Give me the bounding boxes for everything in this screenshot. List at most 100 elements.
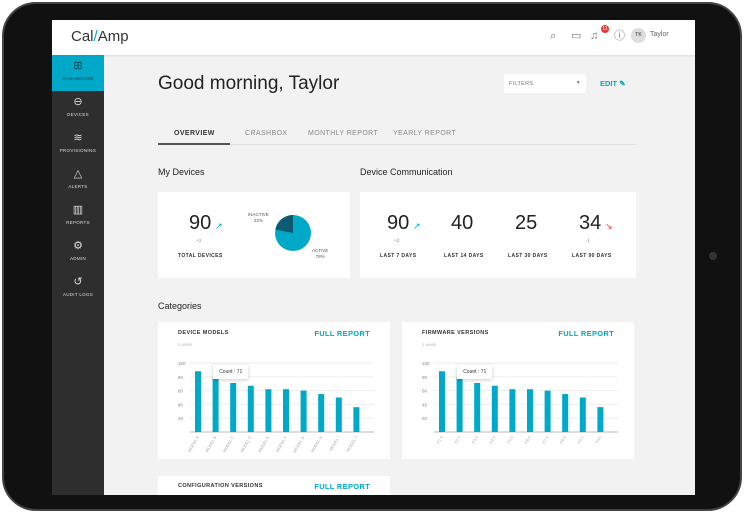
full-report-link[interactable]: FULL REPORT [558, 329, 614, 338]
sidebar-item-admin[interactable]: ⚙ ADMIN [52, 235, 104, 271]
sidebar-item-label: AUDIT LOGS [62, 292, 94, 297]
trend-down-icon: ↘ [605, 221, 613, 231]
tab-bar: OVERVIEW CRASHBOX MONTHLY REPORT YEARLY … [158, 125, 636, 145]
trend-up-icon: ↗ [413, 221, 421, 231]
device-communication-card: 90 ↗ +3 LAST 7 DAYS 40 LAST 14 DAYS 25 LAST 30 … [360, 192, 636, 278]
configuration-versions-card: CONFIGURATION VERSIONS FULL REPORT [158, 476, 390, 495]
x-tick-label: MODEL C [222, 435, 235, 453]
config-title: CONFIGURATION VERSIONS [178, 483, 263, 489]
categories-title: Categories [158, 301, 202, 311]
filters-label: FILTERS [509, 81, 534, 87]
device-status-pie [275, 215, 311, 251]
x-tick-label: MODEL D [239, 435, 252, 453]
x-tick-label: F6.0 [524, 434, 533, 444]
full-report-link[interactable]: FULL REPORT [314, 482, 370, 491]
inactive-pct: 22% [253, 218, 263, 223]
caret-down-icon: ▼ [575, 80, 581, 86]
bar [491, 385, 498, 432]
bar-chart: 20 40 60 80 100 MODEL A MODEL B MODEL C MODEL D M… [178, 361, 374, 453]
comm-label: LAST 30 DAYS [508, 253, 548, 259]
sidebar-item-label: ADMIN [70, 256, 86, 261]
bell-icon[interactable]: ♫ [590, 30, 599, 42]
bar-tooltip: Count : 71 [213, 365, 249, 379]
filters-dropdown[interactable]: FILTERS ▼ [504, 74, 586, 93]
total-devices-value: 90 [189, 212, 212, 234]
my-devices-card: 90 ↗ +3 TOTAL DEVICES INACTIVE 22% ACTIVE… [158, 192, 350, 278]
y-tick-label: 80 [178, 375, 184, 380]
x-tick-label: F1.0 [436, 434, 445, 444]
sidebar-item-dashboard[interactable]: ⊞ DASHBOARD [52, 55, 104, 91]
bar [318, 394, 325, 432]
logo: Cal/Amp [71, 28, 129, 45]
bar [527, 389, 533, 432]
warning-icon: △ [73, 168, 83, 180]
bar [456, 377, 463, 432]
x-tick-label: F10 [594, 434, 602, 443]
active-tab-indicator [158, 143, 230, 145]
x-tick-label: F8.0 [559, 434, 568, 444]
bar [212, 377, 219, 432]
edit-label: EDIT [600, 79, 618, 88]
sidebar-item-devices[interactable]: ⊖ DEVICES [52, 91, 104, 127]
y-tick-label: 40 [422, 402, 428, 407]
pencil-icon: ✎ [619, 79, 626, 88]
chart-subtitle: 1 week [422, 342, 437, 347]
bar [544, 390, 551, 432]
active-label: ACTIVE [312, 248, 329, 253]
y-tick-label: 60 [422, 389, 428, 394]
grid-icon: ⊞ [73, 60, 83, 72]
bar-chart: 20 40 60 80 100 F1.0 F2.0 F3.0 F4.0 F5.0 F6.0 F7.0 F… [422, 361, 618, 444]
sidebar-item-reports[interactable]: ▥ REPORTS [52, 199, 104, 235]
edit-button[interactable]: EDIT ✎ [600, 79, 625, 88]
bar [230, 383, 237, 432]
comm-label: LAST 14 DAYS [444, 253, 484, 259]
x-tick-label: F3.0 [471, 434, 480, 444]
comm-value: 25 [515, 212, 538, 234]
x-tick-label: F9.0 [576, 434, 585, 444]
device-icon: ⊖ [73, 96, 83, 108]
user-name[interactable]: Taylor [650, 31, 669, 38]
screen: Cal/Amp ⌕ ▭ ♫ 11 ⓘ TK Taylor ⊞ DASHBOARD ⊖… [52, 20, 695, 495]
bar [283, 389, 289, 432]
y-tick-label: 20 [178, 416, 184, 421]
x-tick-label: MODEL I [328, 435, 340, 452]
full-report-link[interactable]: FULL REPORT [314, 329, 370, 338]
x-tick-label: MODEL H [310, 435, 323, 453]
chat-icon[interactable]: ▭ [571, 30, 582, 42]
tab-monthly-report[interactable]: MONTHLY REPORT [308, 130, 379, 137]
page-title: Good morning, Taylor [158, 73, 340, 94]
x-tick-label: MODEL F [275, 435, 288, 453]
comm-label: LAST 7 DAYS [380, 253, 417, 259]
bar [509, 389, 516, 432]
x-tick-label: MODEL J [345, 435, 358, 452]
y-tick-label: 80 [422, 375, 428, 380]
chart-title: DEVICE MODELS [178, 330, 229, 336]
tab-crashbox[interactable]: CRASHBOX [245, 130, 288, 137]
active-pct: 78% [315, 254, 325, 259]
trend-up-icon: ↗ [215, 221, 223, 231]
comm-value: 90 [387, 212, 410, 234]
x-tick-label: F7.0 [541, 434, 550, 444]
comm-value: 34 [579, 212, 602, 234]
my-devices-title: My Devices [158, 167, 205, 177]
notification-badge: 11 [601, 25, 609, 33]
avatar[interactable]: TK [631, 28, 646, 43]
bar [300, 390, 307, 432]
inactive-legend: INACTIVE 22% [248, 212, 269, 224]
layers-icon: ≋ [73, 132, 83, 144]
search-icon[interactable]: ⌕ [550, 30, 557, 42]
comm-value: 40 [451, 212, 474, 234]
camera [709, 252, 717, 260]
bar [562, 394, 569, 432]
bar [195, 371, 201, 432]
history-icon: ↺ [73, 276, 83, 288]
sidebar-item-audit-logs[interactable]: ↺ AUDIT LOGS [52, 271, 104, 307]
sidebar-item-provisioning[interactable]: ≋ PROVISIONING [52, 127, 104, 163]
sidebar-item-label: DEVICES [67, 112, 89, 117]
sidebar-item-alerts[interactable]: △ ALERTS [52, 163, 104, 199]
tab-overview[interactable]: OVERVIEW [174, 130, 215, 137]
chart-title: FIRMWARE VERSIONS [422, 330, 489, 336]
active-legend: ACTIVE 78% [312, 248, 328, 260]
tab-yearly-report[interactable]: YEARLY REPORT [393, 130, 457, 137]
help-icon[interactable]: ⓘ [614, 30, 625, 42]
